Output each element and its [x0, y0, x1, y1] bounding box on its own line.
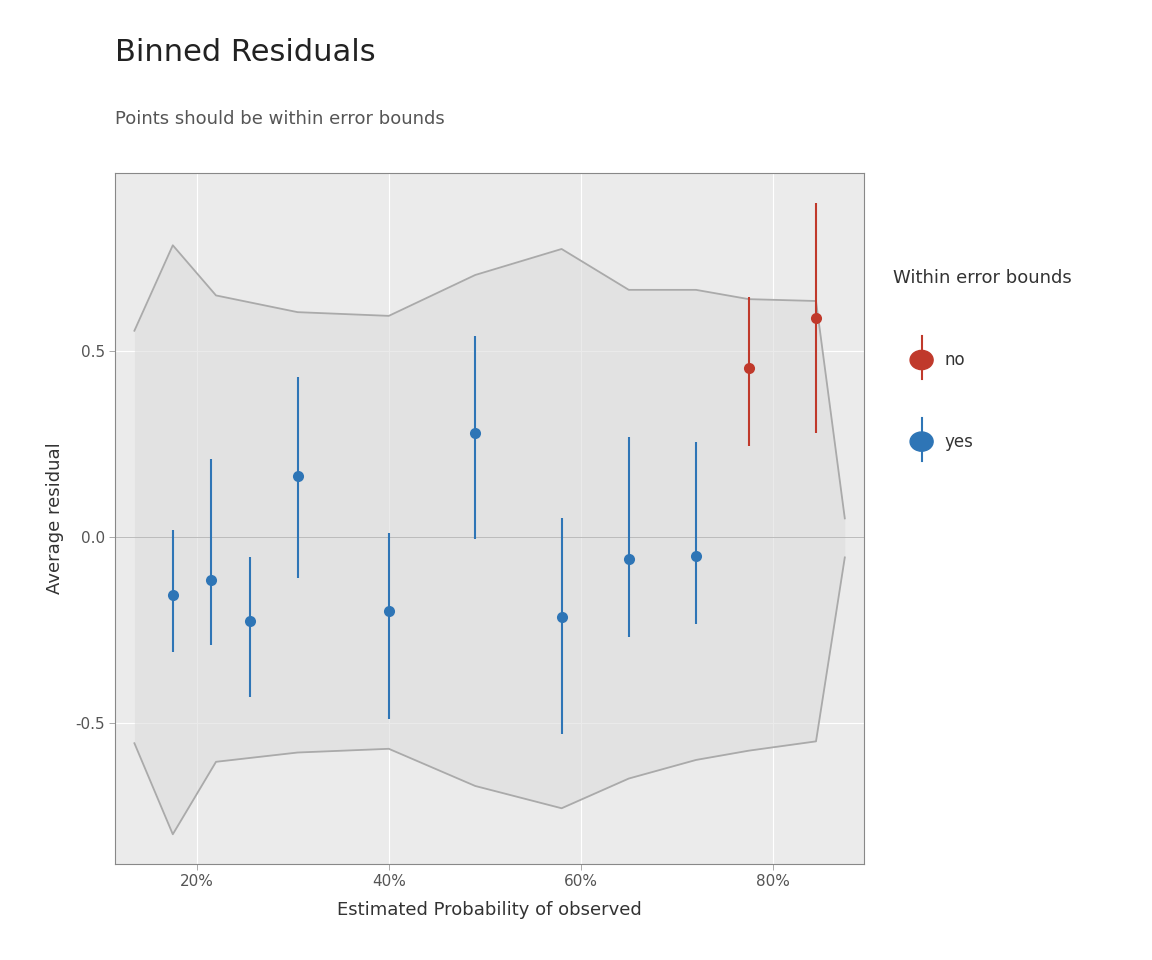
X-axis label: Estimated Probability of observed: Estimated Probability of observed	[338, 900, 642, 919]
Y-axis label: Average residual: Average residual	[46, 443, 65, 594]
Text: Within error bounds: Within error bounds	[893, 269, 1071, 287]
Text: no: no	[945, 351, 965, 369]
Text: yes: yes	[945, 433, 973, 450]
Text: Points should be within error bounds: Points should be within error bounds	[115, 110, 445, 129]
Text: Binned Residuals: Binned Residuals	[115, 38, 376, 67]
